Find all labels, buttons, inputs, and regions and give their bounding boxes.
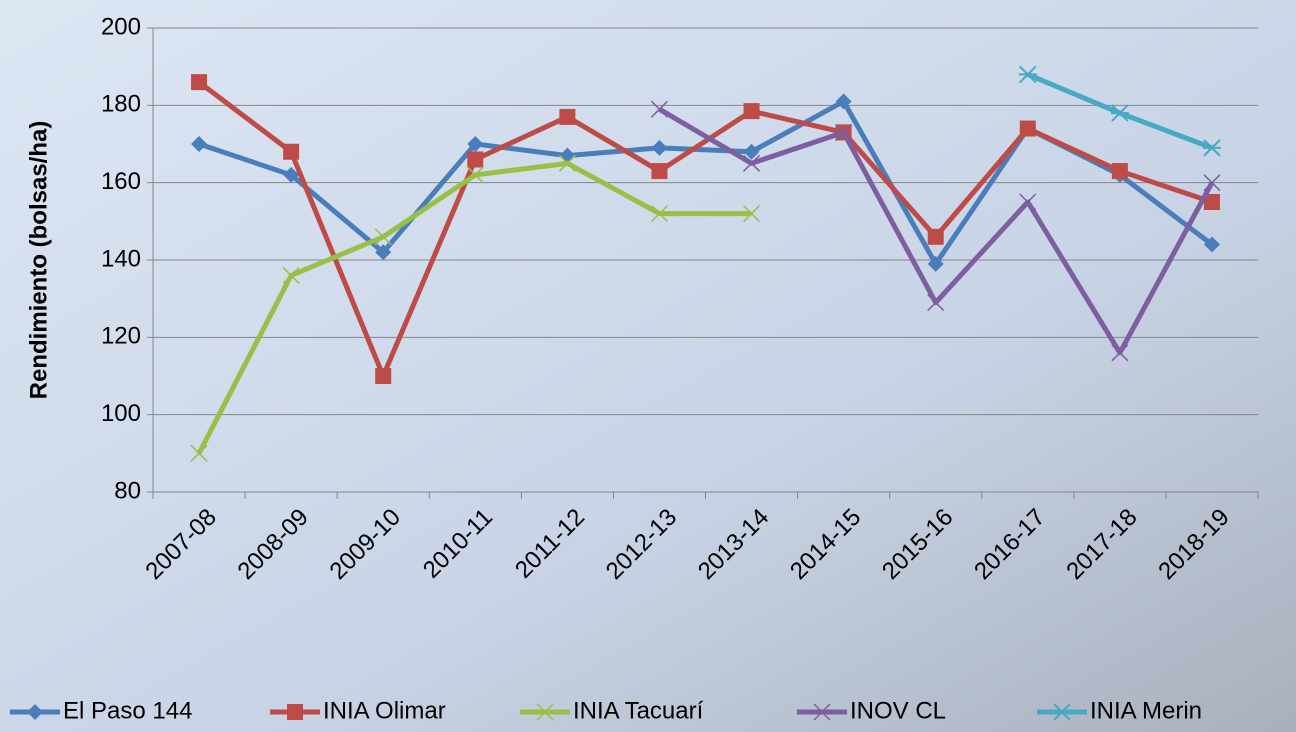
y-tick-label: 120 [101,323,141,350]
point-marker [1111,344,1129,362]
legend-label: INOV CL [850,697,946,724]
legend-marker [1053,703,1071,721]
point-marker [282,266,300,284]
series-line [197,80,1213,379]
point-marker [1111,163,1128,180]
point-marker [190,444,208,462]
y-tick-label: 80 [114,477,141,504]
point-marker [1203,174,1221,192]
point-marker [191,136,208,152]
legend-label: El Paso 144 [63,697,192,724]
point-marker [743,205,761,223]
legend-label: INIA Tacuarí [573,697,704,724]
point-marker [927,294,945,312]
legend-marker [287,704,303,720]
legend-marker [536,703,554,721]
y-tick-label: 140 [101,245,141,272]
point-marker [651,163,668,180]
legend-label: INIA Merin [1090,697,1202,724]
point-marker [467,136,484,152]
point-marker [1202,139,1221,157]
point-marker [743,103,760,120]
point-marker [374,228,392,246]
legend-marker [27,704,43,720]
point-marker [743,143,760,160]
legend-label: INIA Olimar [323,697,446,724]
point-marker [467,151,484,168]
point-marker [927,255,944,272]
point-marker [283,143,300,160]
legend-marker [813,703,831,721]
point-marker [375,244,392,261]
point-marker [283,166,300,183]
point-marker [1019,120,1036,137]
y-tick-label: 180 [101,91,141,118]
point-marker [559,108,576,125]
point-marker [1018,65,1037,84]
point-marker [835,123,853,141]
point-marker [1110,104,1129,122]
y-tick-label: 160 [101,168,141,195]
point-marker [1019,193,1037,211]
point-marker [743,154,761,172]
y-tick-label: 200 [101,13,141,40]
y-tick-label: 100 [101,400,141,427]
y-axis-title: Rendimiento (bolsas/ha) [25,121,52,400]
point-marker [927,228,944,245]
point-marker [191,74,208,91]
point-marker [651,139,668,156]
point-marker [1203,236,1220,253]
point-marker [466,166,484,184]
point-marker [835,93,852,110]
point-marker [650,100,668,118]
point-marker [558,154,576,172]
point-marker [375,368,392,384]
point-marker [650,205,668,223]
point-marker [1203,194,1220,210]
